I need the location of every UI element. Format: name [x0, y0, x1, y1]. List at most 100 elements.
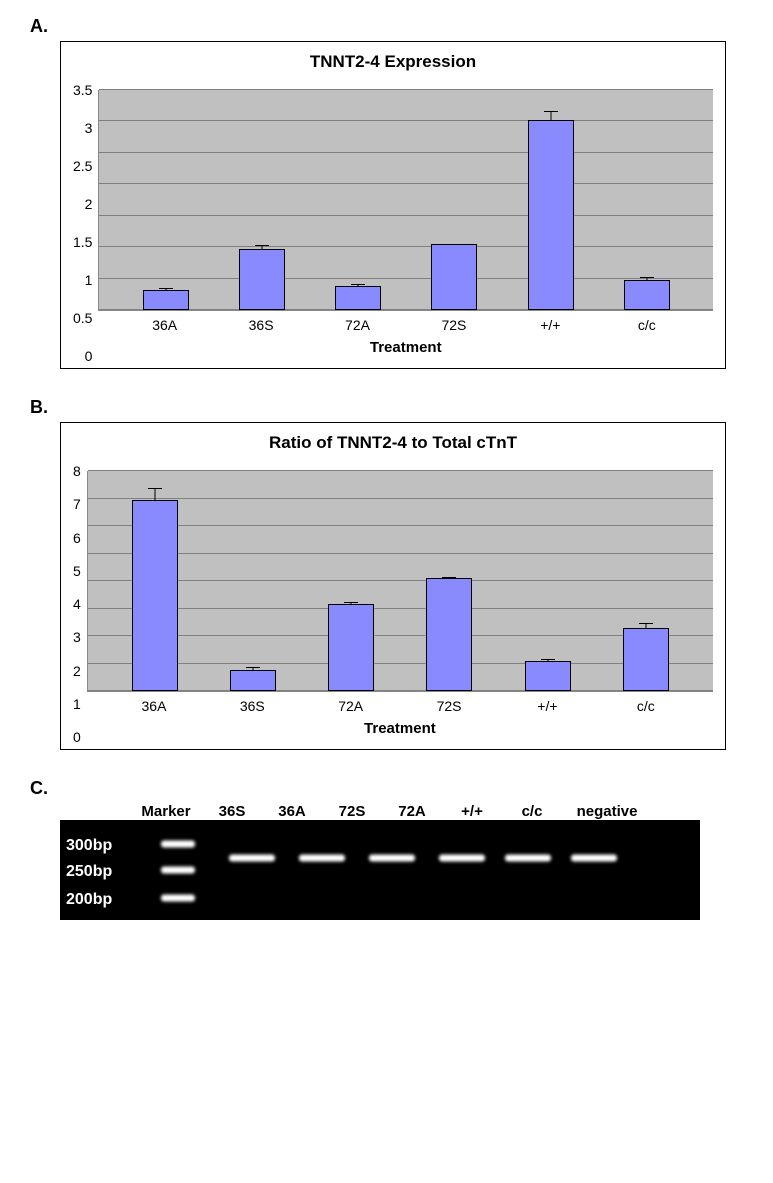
sample-band: [571, 855, 617, 862]
gel-wrap: Marker36S36A72S72A+/+c/cnegative 300bp 25…: [60, 803, 700, 920]
ytick-label: 6: [73, 531, 81, 545]
chart-a-body: 3.532.521.510.50 36A36S72A72S+/+c/c Trea…: [73, 90, 713, 356]
error-bar: [246, 667, 260, 670]
chart-a-xlabel: Treatment: [98, 339, 713, 356]
lane-label: Marker: [130, 803, 202, 820]
bar-c/c: [624, 90, 670, 310]
bar: [431, 244, 477, 310]
bar: [624, 280, 670, 310]
xtick-label: 72A: [328, 698, 374, 714]
bar: [623, 628, 669, 691]
bar-72A: [335, 90, 381, 310]
chart-a-xaxis: 36A36S72A72S+/+c/c: [98, 311, 713, 333]
sample-band: [229, 855, 275, 862]
ytick-label: 4: [73, 597, 81, 611]
ytick-label: 2: [73, 664, 81, 678]
bar-+/+: [528, 90, 574, 310]
error-bar: [541, 659, 555, 661]
chart-a-bars: [99, 90, 713, 310]
bar-c/c: [623, 471, 669, 691]
ytick-label: 2: [85, 197, 93, 211]
marker-size-label: 300bp: [66, 837, 112, 854]
chart-b-plot: [87, 471, 713, 692]
error-bar: [344, 602, 358, 604]
chart-a-title: TNNT2-4 Expression: [73, 52, 713, 72]
sample-band: [369, 855, 415, 862]
bar: [525, 661, 571, 691]
xtick-label: +/+: [527, 317, 573, 333]
xtick-label: 36S: [238, 317, 284, 333]
chart-a-plot: [98, 90, 713, 311]
ytick-label: 7: [73, 497, 81, 511]
figure-root: A. TNNT2-4 Expression 3.5 3 2.5 2 1.5 1 0.5 0 3…: [0, 0, 773, 940]
gel-image: 300bp 250bp 200bp: [60, 820, 700, 920]
chart-b-bars: [88, 471, 713, 691]
chart-b-xaxis: 36A36S72A72S+/+c/c: [87, 692, 713, 714]
ytick-label: 3: [85, 121, 93, 135]
marker-band: [161, 867, 195, 874]
gel-lane-labels: Marker36S36A72S72A+/+c/cnegative: [60, 803, 700, 820]
chart-b-body: 876543210 36A36S72A72S+/+c/c Treatment: [73, 471, 713, 737]
xtick-label: 72S: [431, 317, 477, 333]
bar-72A: [328, 471, 374, 691]
ytick-label: 1: [73, 697, 81, 711]
ytick-label: 1: [85, 273, 93, 287]
bar-36A: [132, 471, 178, 691]
error-bar: [255, 245, 269, 249]
error-bar: [640, 277, 654, 280]
bar-72S: [426, 471, 472, 691]
chart-b-yaxis: 8 7 6 5 4 3 2 1 0: [73, 464, 87, 744]
error-bar: [159, 288, 173, 290]
ytick-label: 5: [73, 564, 81, 578]
marker-size-label: 250bp: [66, 863, 112, 880]
error-bar: [351, 284, 365, 286]
lane-label: 72S: [322, 803, 382, 820]
error-bar: [442, 577, 456, 579]
error-bar: [148, 488, 162, 500]
bar-+/+: [525, 471, 571, 691]
ytick-label: 8: [73, 464, 81, 478]
xtick-label: 72S: [426, 698, 472, 714]
panel-b-label: B.: [30, 397, 733, 418]
marker-band: [161, 895, 195, 902]
sample-band: [299, 855, 345, 862]
chart-b-xlabel: Treatment: [87, 720, 713, 737]
lane-label: +/+: [442, 803, 502, 820]
ytick-label: 0: [85, 349, 93, 363]
bar: [528, 120, 574, 310]
xtick-label: c/c: [624, 317, 670, 333]
chart-a-box: TNNT2-4 Expression 3.532.521.510.50 36A3…: [60, 41, 726, 369]
lane-label: negative: [562, 803, 652, 820]
bar-36S: [230, 471, 276, 691]
bar: [335, 286, 381, 310]
panel-a-label: A.: [30, 16, 733, 37]
panel-c-label: C.: [30, 778, 733, 799]
ytick-label: 0.5: [73, 311, 92, 325]
bar: [239, 249, 285, 310]
ytick-label: 3.5: [73, 83, 92, 97]
bar-36A: [143, 90, 189, 310]
bar: [328, 604, 374, 691]
xtick-label: 72A: [335, 317, 381, 333]
chart-b-box: Ratio of TNNT2-4 to Total cTnT 876543210…: [60, 422, 726, 750]
error-bar: [639, 623, 653, 628]
xtick-label: c/c: [623, 698, 669, 714]
ytick-label: 1.5: [73, 235, 92, 249]
lane-label: 36A: [262, 803, 322, 820]
bar: [132, 500, 178, 691]
lane-label: 72A: [382, 803, 442, 820]
marker-band: [161, 841, 195, 848]
sample-band: [439, 855, 485, 862]
bar: [426, 578, 472, 691]
bar: [230, 670, 276, 691]
chart-a-yaxis: 3.5 3 2.5 2 1.5 1 0.5 0: [73, 83, 98, 363]
ytick-label: 2.5: [73, 159, 92, 173]
ytick-label: 3: [73, 630, 81, 644]
lane-label: 36S: [202, 803, 262, 820]
marker-size-label: 200bp: [66, 891, 112, 908]
xtick-label: 36S: [229, 698, 275, 714]
ytick-label: 0: [73, 730, 81, 744]
xtick-label: 36A: [131, 698, 177, 714]
error-bar: [544, 111, 558, 119]
lane-label: c/c: [502, 803, 562, 820]
